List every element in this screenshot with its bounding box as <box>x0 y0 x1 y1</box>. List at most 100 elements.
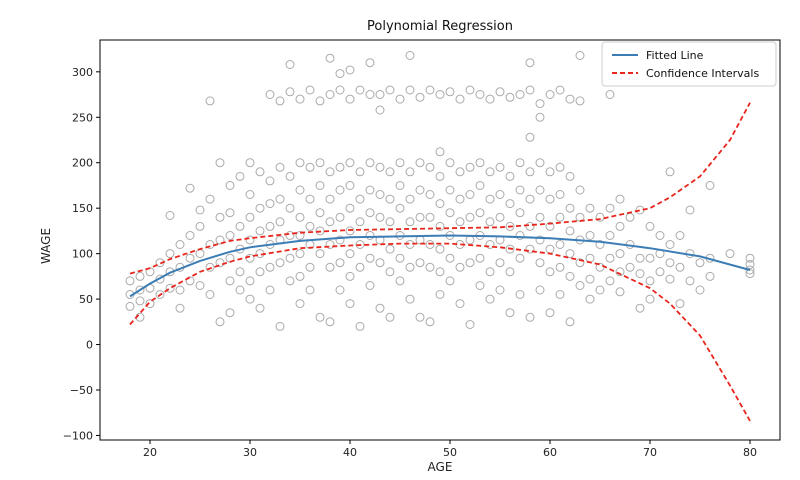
scatter-point <box>245 294 255 304</box>
scatter-point <box>255 203 265 213</box>
scatter-point <box>225 208 235 218</box>
scatter-point <box>385 312 395 322</box>
scatter-point <box>555 190 565 199</box>
scatter-point <box>455 217 465 227</box>
scatter-point <box>495 87 505 97</box>
scatter-point <box>535 99 545 109</box>
scatter-point <box>275 162 285 172</box>
scatter-point <box>325 90 335 99</box>
scatter-point <box>395 276 405 286</box>
scatter-point <box>385 85 395 95</box>
scatter-point <box>335 258 345 268</box>
x-tick-label: 60 <box>543 446 557 459</box>
plot-frame <box>99 39 781 441</box>
scatter-point <box>275 96 285 106</box>
scatter-point <box>555 262 565 272</box>
scatter-point <box>475 90 485 99</box>
y-axis-label: WAGE <box>39 228 53 264</box>
scatter-point <box>225 231 235 240</box>
scatter-point <box>205 194 215 204</box>
legend-confidence-label: Confidence Intervals <box>646 67 759 80</box>
scatter-point <box>455 94 465 104</box>
scatter-point <box>575 96 585 106</box>
y-tick-label: −50 <box>70 384 93 397</box>
scatter-point <box>385 194 395 204</box>
scatter-point <box>545 194 555 204</box>
scatter-point <box>175 240 185 249</box>
scatter-point <box>245 212 255 222</box>
scatter-point <box>375 303 385 313</box>
scatter-point <box>165 283 175 293</box>
scatter-point <box>465 190 475 199</box>
scatter-point <box>505 92 515 102</box>
y-tick-label: 100 <box>72 248 93 261</box>
scatter-point <box>545 244 555 254</box>
scatter-point <box>355 194 365 204</box>
scatter-point <box>365 231 375 240</box>
scatter-point <box>165 249 175 259</box>
scatter-point <box>585 203 595 213</box>
scatter-point <box>415 92 425 102</box>
scatter-point <box>355 167 365 177</box>
scatter-point <box>495 190 505 199</box>
scatter-point <box>245 190 255 199</box>
scatter-point <box>435 171 445 181</box>
scatter-point <box>255 303 265 313</box>
scatter-point <box>655 231 665 240</box>
scatter-point <box>565 249 575 259</box>
scatter-point <box>555 290 565 299</box>
scatter-point <box>705 181 715 190</box>
scatter-point <box>315 249 325 259</box>
scatter-point <box>135 285 145 295</box>
scatter-point <box>355 217 365 227</box>
scatter-point <box>565 317 575 327</box>
scatter-point <box>215 235 225 245</box>
scatter-point <box>525 132 535 142</box>
scatter-point <box>495 258 505 268</box>
scatter-point <box>575 281 585 290</box>
scatter-point <box>445 158 455 168</box>
scatter-point <box>515 253 525 263</box>
x-tick-label: 40 <box>343 446 357 459</box>
scatter-point <box>315 226 325 236</box>
scatter-point <box>325 217 335 227</box>
scatter-point <box>375 258 385 268</box>
scatter-point <box>555 240 565 249</box>
scatter-point <box>215 212 225 222</box>
scatter-point <box>595 240 605 249</box>
scatter-point <box>305 221 315 231</box>
scatter-point <box>265 176 275 186</box>
scatter-point <box>565 171 575 181</box>
scatter-point <box>505 221 515 231</box>
scatter-point <box>455 194 465 204</box>
scatter-point <box>455 167 465 177</box>
scatter-point <box>335 162 345 172</box>
scatter-point <box>365 253 375 263</box>
scatter-point <box>525 312 535 322</box>
scatter-point <box>345 271 355 281</box>
confidence-lower-line <box>129 242 751 422</box>
scatter-point <box>585 231 595 240</box>
scatter-point <box>545 221 555 231</box>
scatter-point <box>675 299 685 309</box>
y-tick-label: −100 <box>63 429 93 442</box>
scatter-point <box>435 147 445 157</box>
scatter-point <box>555 212 565 222</box>
scatter-point <box>545 308 555 318</box>
scatter-point <box>365 58 375 68</box>
scatter-point <box>355 321 365 331</box>
scatter-point <box>745 265 755 275</box>
y-tick-label: 150 <box>72 202 93 215</box>
scatter-point <box>285 231 295 240</box>
scatter-point <box>615 221 625 231</box>
scatter-point <box>275 258 285 268</box>
legend: Fitted Line Confidence Intervals <box>601 41 777 87</box>
scatter-point <box>535 212 545 222</box>
scatter-point <box>485 94 495 104</box>
scatter-point <box>495 212 505 222</box>
scatter-point <box>605 276 615 286</box>
scatter-point <box>195 221 205 231</box>
scatter-point <box>405 294 415 304</box>
scatter-point <box>605 231 615 240</box>
scatter-point <box>125 301 135 311</box>
